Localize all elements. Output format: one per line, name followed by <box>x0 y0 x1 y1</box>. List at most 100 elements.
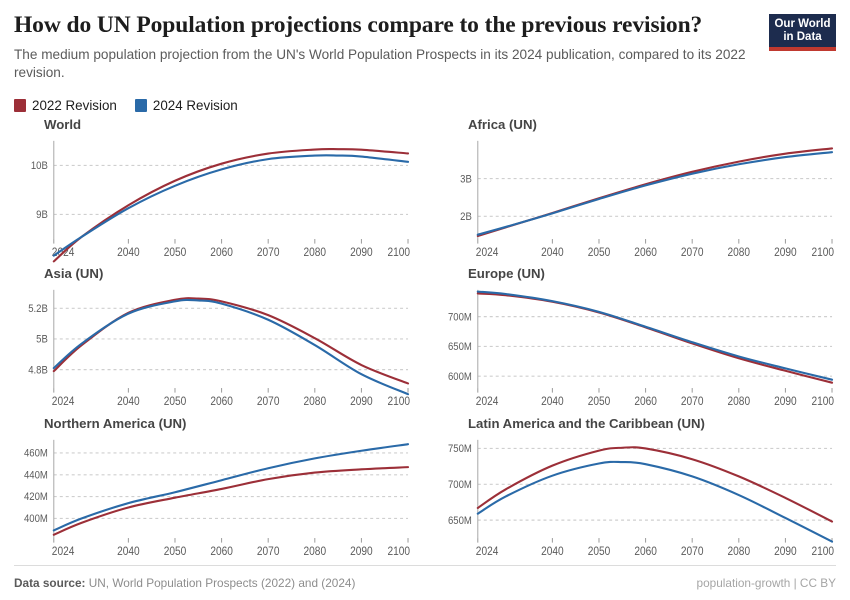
data-source-label: Data source: <box>14 576 86 590</box>
x-axis-tick-label: 2060 <box>210 545 233 558</box>
x-axis-tick-label: 2090 <box>774 247 797 260</box>
y-axis-tick-label: 650M <box>448 515 472 527</box>
data-source: Data source: UN, World Population Prospe… <box>14 576 355 590</box>
our-world-in-data-logo[interactable]: Our World in Data <box>769 14 836 51</box>
y-axis-tick-label: 750M <box>448 443 472 455</box>
legend-swatch-icon <box>134 99 147 113</box>
y-axis-tick-label: 5.2B <box>28 304 48 316</box>
x-axis-tick-label: 2040 <box>541 396 564 409</box>
legend-swatch-icon <box>14 99 26 113</box>
x-axis-tick-label: 2060 <box>634 396 657 409</box>
chart-panel-2: Africa (UN) 2B 3B 2024 2040 2050 2060 2070 2080 2… <box>438 117 836 266</box>
chart-panel-4: Europe (UN) 600M 650M 700M 2024 2040 2050 2060 2… <box>438 266 836 415</box>
chart-panel-3: Asia (UN) 4.8B 5B 5.2B 2024 2040 2050 2060 2070 2… <box>14 266 412 415</box>
panel-plot-area[interactable]: 600M 650M 700M 2024 2040 2050 2060 2070 2080 2090… <box>438 283 836 415</box>
x-axis-tick-label: 2060 <box>210 247 233 260</box>
y-axis-tick-label: 5B <box>36 334 48 346</box>
y-axis-tick-label: 460M <box>24 448 48 460</box>
series-line-2022-revision[interactable] <box>478 294 832 383</box>
x-axis-tick-label: 2024 <box>476 545 499 558</box>
x-axis-tick-label: 2100 <box>811 396 834 409</box>
chart-panel-grid: World 9B 10B 2024 2040 2050 2060 2070 2080 2090 21… <box>14 117 836 565</box>
x-axis-tick-label: 2100 <box>387 545 410 558</box>
x-axis-tick-label: 2100 <box>811 545 834 558</box>
y-axis-tick-label: 9B <box>36 210 48 222</box>
x-axis-tick-label: 2040 <box>541 247 564 260</box>
x-axis-tick-label: 2050 <box>164 545 187 558</box>
legend-item-1[interactable]: 2022 Revision <box>14 98 117 113</box>
x-axis-tick-label: 2050 <box>164 247 187 260</box>
logo-line-2: in Data <box>783 30 822 43</box>
chart-panel-6: Latin America and the Caribbean (UN) 650M… <box>438 416 836 565</box>
y-axis-tick-label: 3B <box>460 174 472 186</box>
chart-panel-5: Northern America (UN) 400M 420M 440M 460M 202… <box>14 416 412 565</box>
panel-plot-area[interactable]: 2B 3B 2024 2040 2050 2060 2070 2080 2090 2100 <box>438 134 836 266</box>
panel-title: Africa (UN) <box>468 117 537 133</box>
panel-title: Latin America and the Caribbean (UN) <box>468 415 705 431</box>
x-axis-tick-label: 2070 <box>681 396 704 409</box>
x-axis-tick-label: 2080 <box>728 545 751 558</box>
chart-panel-1: World 9B 10B 2024 2040 2050 2060 2070 2080 2090 21… <box>14 117 412 266</box>
chart-footer: Data source: UN, World Population Prospe… <box>14 565 836 600</box>
panel-title: Europe (UN) <box>468 266 545 282</box>
panel-plot-area[interactable]: 9B 10B 2024 2040 2050 2060 2070 2080 2090 2100 <box>14 134 412 266</box>
x-axis-tick-label: 2080 <box>728 396 751 409</box>
y-axis-tick-label: 650M <box>448 342 472 354</box>
y-axis-tick-label: 420M <box>24 491 48 503</box>
x-axis-tick-label: 2040 <box>117 396 140 409</box>
panel-title: Asia (UN) <box>44 266 104 282</box>
x-axis-tick-label: 2100 <box>387 247 410 260</box>
x-axis-tick-label: 2090 <box>350 247 373 260</box>
x-axis-tick-label: 2080 <box>304 396 327 409</box>
series-line-2024-revision[interactable] <box>54 155 408 255</box>
series-line-2024-revision[interactable] <box>478 152 832 235</box>
panel-plot-area[interactable]: 650M 700M 750M 2024 2040 2050 2060 2070 2080 2090… <box>438 433 836 565</box>
x-axis-tick-label: 2050 <box>588 545 611 558</box>
panel-title: World <box>44 117 82 133</box>
x-axis-tick-label: 2024 <box>52 396 75 409</box>
y-axis-tick-label: 10B <box>31 161 48 173</box>
x-axis-tick-label: 2090 <box>774 545 797 558</box>
x-axis-tick-label: 2050 <box>588 396 611 409</box>
license-note[interactable]: population-growth | CC BY <box>696 576 836 590</box>
y-axis-tick-label: 2B <box>460 212 472 224</box>
series-line-2022-revision[interactable] <box>54 467 408 535</box>
logo-line-1: Our World <box>774 18 831 30</box>
y-axis-tick-label: 440M <box>24 469 48 481</box>
x-axis-tick-label: 2090 <box>774 396 797 409</box>
x-axis-tick-label: 2040 <box>117 247 140 260</box>
x-axis-tick-label: 2070 <box>257 545 280 558</box>
page-title: How do UN Population projections compare… <box>14 12 703 38</box>
x-axis-tick-label: 2024 <box>52 545 75 558</box>
x-axis-tick-label: 2024 <box>476 247 499 260</box>
chart-header: How do UN Population projections compare… <box>14 0 836 82</box>
x-axis-tick-label: 2070 <box>681 545 704 558</box>
x-axis-tick-label: 2080 <box>304 247 327 260</box>
panel-plot-area[interactable]: 4.8B 5B 5.2B 2024 2040 2050 2060 2070 2080 2090 21… <box>14 283 412 415</box>
data-source-text: UN, World Population Prospects (2022) an… <box>88 576 356 590</box>
series-line-2024-revision[interactable] <box>54 300 408 394</box>
x-axis-tick-label: 2050 <box>588 247 611 260</box>
series-line-2024-revision[interactable] <box>54 444 408 530</box>
y-axis-tick-label: 700M <box>448 312 472 324</box>
x-axis-tick-label: 2070 <box>257 247 280 260</box>
series-line-2022-revision[interactable] <box>478 447 832 521</box>
legend-label: 2024 Revision <box>152 98 238 114</box>
series-line-2022-revision[interactable] <box>54 149 408 261</box>
x-axis-tick-label: 2090 <box>350 545 373 558</box>
x-axis-tick-label: 2070 <box>681 247 704 260</box>
series-line-2024-revision[interactable] <box>478 292 832 380</box>
page-subtitle: The medium population projection from th… <box>14 47 746 81</box>
series-line-2022-revision[interactable] <box>478 148 832 236</box>
x-axis-tick-label: 2040 <box>117 545 140 558</box>
y-axis-tick-label: 700M <box>448 479 472 491</box>
x-axis-tick-label: 2090 <box>350 396 373 409</box>
panel-plot-area[interactable]: 400M 420M 440M 460M 2024 2040 2050 2060 2070 2080… <box>14 433 412 565</box>
y-axis-tick-label: 400M <box>24 513 48 525</box>
x-axis-tick-label: 2080 <box>304 545 327 558</box>
legend-item-2[interactable]: 2024 Revision <box>134 98 238 114</box>
x-axis-tick-label: 2024 <box>476 396 499 409</box>
series-line-2024-revision[interactable] <box>478 461 832 541</box>
y-axis-tick-label: 4.8B <box>28 365 48 377</box>
